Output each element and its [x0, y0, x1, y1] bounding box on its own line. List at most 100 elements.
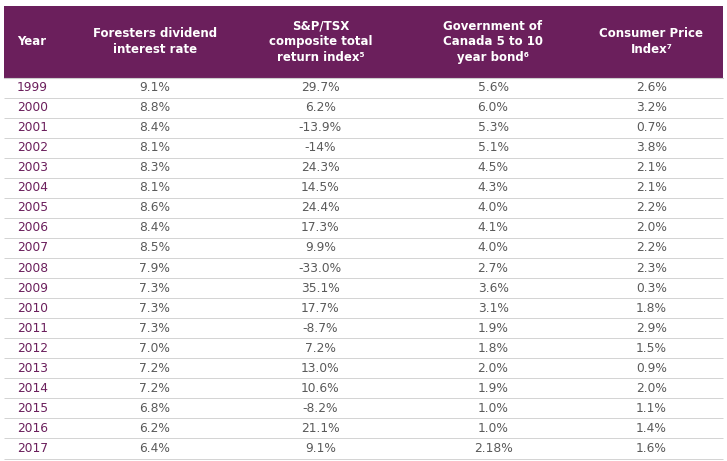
Text: 21.1%: 21.1%	[301, 422, 340, 435]
Text: 2001: 2001	[17, 121, 48, 134]
FancyBboxPatch shape	[4, 98, 723, 118]
Text: 2.7%: 2.7%	[478, 261, 508, 275]
FancyBboxPatch shape	[4, 378, 723, 398]
Text: 7.3%: 7.3%	[140, 322, 170, 335]
Text: 3.2%: 3.2%	[636, 101, 667, 114]
Text: 8.1%: 8.1%	[140, 181, 170, 195]
Text: 2.9%: 2.9%	[636, 322, 667, 335]
Text: 1999: 1999	[17, 81, 48, 94]
Text: 0.7%: 0.7%	[636, 121, 667, 134]
Text: 1.8%: 1.8%	[478, 342, 509, 355]
FancyBboxPatch shape	[4, 398, 723, 419]
Text: 8.4%: 8.4%	[140, 221, 170, 235]
Text: 1.0%: 1.0%	[478, 402, 508, 415]
Text: 2.0%: 2.0%	[636, 221, 667, 235]
Text: 7.0%: 7.0%	[140, 342, 170, 355]
Text: 2017: 2017	[17, 442, 48, 455]
Text: 9.9%: 9.9%	[305, 242, 336, 254]
Text: 2016: 2016	[17, 422, 48, 435]
Text: 8.3%: 8.3%	[140, 161, 170, 174]
Text: 7.9%: 7.9%	[140, 261, 170, 275]
Text: 24.4%: 24.4%	[301, 201, 340, 214]
Text: -33.0%: -33.0%	[299, 261, 342, 275]
FancyBboxPatch shape	[4, 298, 723, 318]
FancyBboxPatch shape	[4, 438, 723, 459]
Text: 1.8%: 1.8%	[636, 301, 667, 315]
Text: 9.1%: 9.1%	[140, 81, 170, 94]
FancyBboxPatch shape	[4, 158, 723, 178]
FancyBboxPatch shape	[4, 198, 723, 218]
Text: 2003: 2003	[17, 161, 48, 174]
Text: 2.1%: 2.1%	[636, 181, 667, 195]
Text: 14.5%: 14.5%	[301, 181, 340, 195]
Text: 1.1%: 1.1%	[636, 402, 667, 415]
Text: Year: Year	[17, 35, 46, 48]
Text: 2007: 2007	[17, 242, 48, 254]
Text: 2.3%: 2.3%	[636, 261, 667, 275]
Text: 1.9%: 1.9%	[478, 382, 508, 395]
Text: 2005: 2005	[17, 201, 48, 214]
FancyBboxPatch shape	[4, 419, 723, 438]
FancyBboxPatch shape	[4, 138, 723, 158]
Text: 3.8%: 3.8%	[636, 141, 667, 154]
Text: 2.6%: 2.6%	[636, 81, 667, 94]
FancyBboxPatch shape	[4, 258, 723, 278]
Text: Government of
Canada 5 to 10
year bond⁶: Government of Canada 5 to 10 year bond⁶	[443, 19, 543, 64]
Text: 4.0%: 4.0%	[478, 242, 508, 254]
Text: 6.2%: 6.2%	[305, 101, 336, 114]
FancyBboxPatch shape	[4, 238, 723, 258]
Text: 8.8%: 8.8%	[139, 101, 170, 114]
Text: 1.9%: 1.9%	[478, 322, 508, 335]
Text: -8.2%: -8.2%	[302, 402, 338, 415]
FancyBboxPatch shape	[4, 6, 723, 77]
FancyBboxPatch shape	[4, 278, 723, 298]
Text: 29.7%: 29.7%	[301, 81, 340, 94]
Text: 2009: 2009	[17, 282, 48, 295]
Text: 4.3%: 4.3%	[478, 181, 508, 195]
Text: 2013: 2013	[17, 362, 48, 375]
Text: 7.2%: 7.2%	[305, 342, 336, 355]
Text: 6.4%: 6.4%	[140, 442, 170, 455]
FancyBboxPatch shape	[4, 77, 723, 98]
Text: 10.6%: 10.6%	[301, 382, 340, 395]
Text: -13.9%: -13.9%	[299, 121, 342, 134]
Text: -14%: -14%	[305, 141, 336, 154]
Text: 7.3%: 7.3%	[140, 301, 170, 315]
Text: 2.0%: 2.0%	[478, 362, 508, 375]
Text: 2012: 2012	[17, 342, 48, 355]
Text: 1.6%: 1.6%	[636, 442, 667, 455]
Text: 2008: 2008	[17, 261, 48, 275]
Text: 2014: 2014	[17, 382, 48, 395]
Text: 3.6%: 3.6%	[478, 282, 508, 295]
Text: 6.2%: 6.2%	[140, 422, 170, 435]
Text: 6.8%: 6.8%	[140, 402, 170, 415]
Text: 8.4%: 8.4%	[140, 121, 170, 134]
Text: 2006: 2006	[17, 221, 48, 235]
FancyBboxPatch shape	[4, 338, 723, 358]
Text: 2004: 2004	[17, 181, 48, 195]
Text: 9.1%: 9.1%	[305, 442, 336, 455]
Text: Foresters dividend
interest rate: Foresters dividend interest rate	[93, 27, 217, 56]
Text: S&P/TSX
composite total
return index⁵: S&P/TSX composite total return index⁵	[268, 19, 372, 64]
Text: 0.3%: 0.3%	[636, 282, 667, 295]
Text: 3.1%: 3.1%	[478, 301, 508, 315]
Text: 2.2%: 2.2%	[636, 201, 667, 214]
Text: 7.2%: 7.2%	[140, 362, 170, 375]
Text: 1.5%: 1.5%	[636, 342, 667, 355]
Text: 17.3%: 17.3%	[301, 221, 340, 235]
Text: 5.3%: 5.3%	[478, 121, 509, 134]
FancyBboxPatch shape	[4, 318, 723, 338]
Text: 2015: 2015	[17, 402, 48, 415]
FancyBboxPatch shape	[4, 218, 723, 238]
Text: 4.1%: 4.1%	[478, 221, 508, 235]
Text: 1.0%: 1.0%	[478, 422, 508, 435]
Text: 4.5%: 4.5%	[478, 161, 509, 174]
Text: 17.7%: 17.7%	[301, 301, 340, 315]
Text: 5.1%: 5.1%	[478, 141, 509, 154]
Text: 0.9%: 0.9%	[636, 362, 667, 375]
FancyBboxPatch shape	[4, 178, 723, 198]
FancyBboxPatch shape	[4, 358, 723, 378]
Text: 2011: 2011	[17, 322, 48, 335]
Text: 6.0%: 6.0%	[478, 101, 508, 114]
Text: 35.1%: 35.1%	[301, 282, 340, 295]
